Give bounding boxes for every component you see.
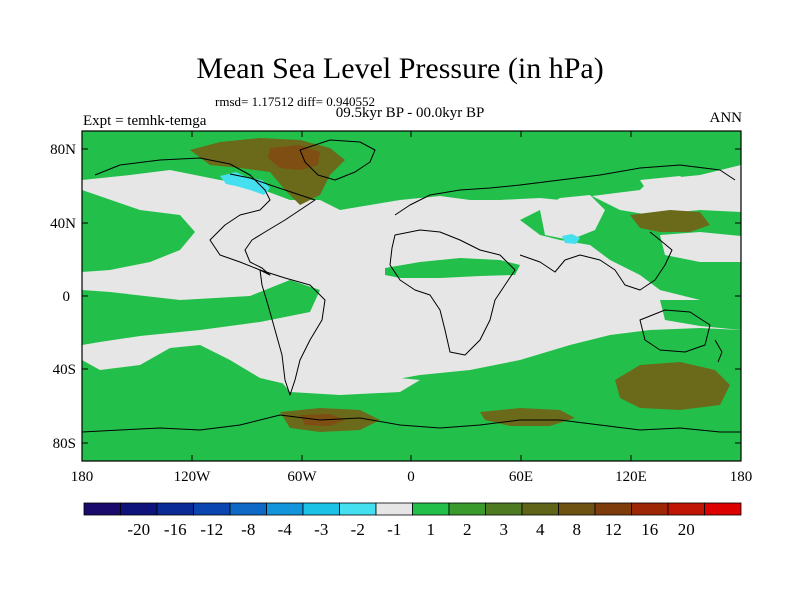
colorbar-tick-label: -4: [278, 520, 293, 539]
colorbar-swatch: [156, 502, 194, 516]
colorbar-labels: -20 -16 -12 -8 -4 -3 -2 -1 1 2 3 4 8 12 16 20: [127, 520, 694, 539]
colorbar-swatch: [375, 502, 413, 516]
season-label: ANN: [709, 110, 743, 126]
colorbar-swatch: [631, 502, 669, 516]
lon-label-60e: 60E: [509, 469, 533, 485]
colorbar-swatch: [302, 502, 340, 516]
lon-label-60w: 60W: [287, 469, 317, 485]
colorbar-swatch: [229, 502, 267, 516]
colorbar: [83, 502, 742, 516]
colorbar-tick-label: 1: [427, 520, 436, 539]
colorbar-tick-label: 8: [573, 520, 582, 539]
colorbar-tick-label: 12: [605, 520, 622, 539]
lat-label-40n: 40N: [50, 216, 76, 232]
colorbar-swatch: [193, 502, 231, 516]
lat-label-40s: 40S: [53, 362, 76, 378]
colorbar-tick-label: -2: [351, 520, 365, 539]
colorbar-tick-label: -1: [387, 520, 401, 539]
colorbar-tick-label: 16: [641, 520, 658, 539]
plot-title: Mean Sea Level Pressure (in hPa): [196, 52, 604, 85]
lon-label-120w: 120W: [174, 469, 212, 485]
colorbar-swatch: [120, 502, 158, 516]
colorbar-tick-label: -20: [127, 520, 150, 539]
lon-label-180w: 180: [71, 469, 94, 485]
lon-label-120e: 120E: [615, 469, 647, 485]
experiment-label: Expt = temhk-temga: [83, 113, 207, 129]
colorbar-tick-label: 2: [463, 520, 472, 539]
colorbar-swatch: [412, 502, 450, 516]
colorbar-swatch: [704, 502, 742, 516]
colorbar-swatch: [594, 502, 632, 516]
colorbar-swatch: [448, 502, 486, 516]
colorbar-tick-label: -12: [200, 520, 223, 539]
colorbar-swatch: [521, 502, 559, 516]
axis-ticks: [81, 131, 742, 461]
colorbar-swatch: [667, 502, 705, 516]
colorbar-swatch: [83, 502, 121, 516]
colorbar-swatch: [485, 502, 523, 516]
lat-label-80n: 80N: [50, 142, 76, 158]
colorbar-tick-label: 20: [678, 520, 695, 539]
colorbar-swatch: [558, 502, 596, 516]
colorbar-tick-label: 4: [536, 520, 545, 539]
colorbar-tick-label: -16: [164, 520, 187, 539]
lat-label-0: 0: [63, 289, 71, 305]
colorbar-tick-label: -3: [314, 520, 328, 539]
lon-label-0: 0: [407, 469, 415, 485]
colorbar-swatch: [339, 502, 377, 516]
lon-label-180e: 180: [730, 469, 753, 485]
colorbar-tick-label: 3: [500, 520, 509, 539]
anomaly-fill-gray-holes: [280, 176, 741, 395]
colorbar-swatch: [266, 502, 304, 516]
stats-text: rmsd= 1.17512 diff= 0.940552: [215, 94, 375, 109]
coastlines: [82, 139, 741, 433]
period-text: 09.5kyr BP - 00.0kyr BP: [335, 105, 485, 121]
anomaly-fill-neg: [220, 172, 580, 244]
colorbar-tick-label: -8: [241, 520, 255, 539]
lat-label-80s: 80S: [53, 436, 76, 452]
map-panel: [82, 131, 741, 461]
